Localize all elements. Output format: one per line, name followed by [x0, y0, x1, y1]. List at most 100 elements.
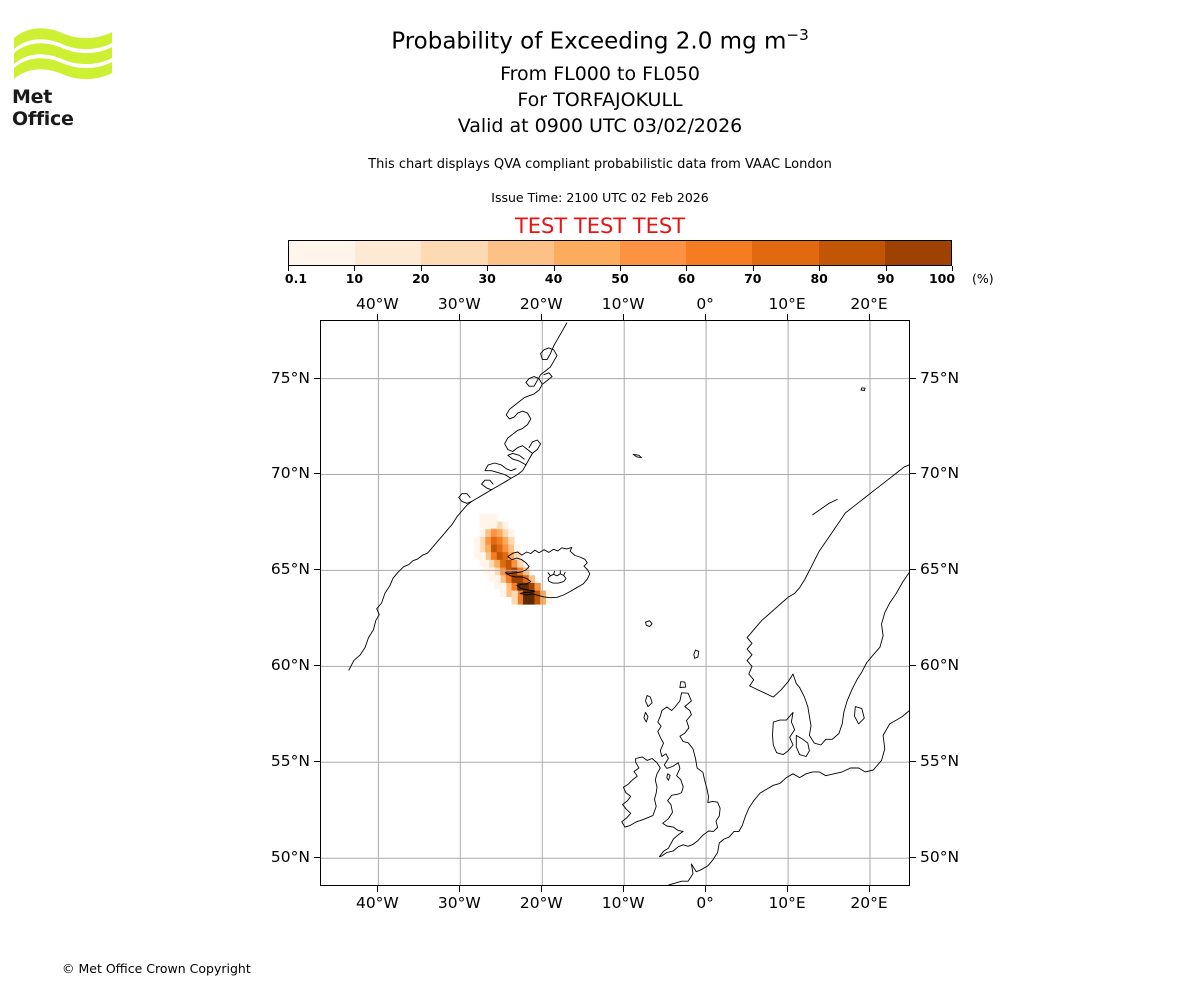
coastline — [772, 711, 796, 756]
map-panel — [320, 320, 910, 886]
colorbar-tick-label: 20 — [412, 271, 430, 286]
ash-probability-cell — [491, 513, 498, 528]
longitude-tick-label: 10°W — [601, 295, 645, 313]
volcano-line: For TORFAJOKULL — [517, 89, 683, 111]
colorbar-tick-label: 60 — [677, 271, 696, 286]
latitude-tick-label: 65°N — [270, 560, 310, 579]
axis-tick — [377, 314, 379, 320]
ash-probability-cell — [505, 575, 513, 590]
ash-probability-cell — [517, 590, 524, 605]
ash-probability-layer — [473, 513, 553, 605]
coastline — [507, 452, 527, 466]
ash-probability-cell — [500, 582, 507, 597]
ash-probability-cell — [500, 575, 507, 590]
axis-tick — [314, 761, 320, 763]
ash-probability-cell — [482, 559, 490, 574]
coastline — [795, 734, 810, 757]
axis-tick — [314, 665, 320, 667]
ash-probability-cell — [479, 513, 486, 528]
ash-probability-cell — [491, 544, 498, 559]
longitude-tick-label: 0° — [696, 894, 714, 912]
coastline — [812, 498, 838, 516]
colorbar-unit-label: (%) — [972, 271, 994, 286]
longitude-tick-label: 10°E — [768, 894, 806, 912]
ash-probability-cell — [494, 567, 501, 582]
axis-tick — [314, 569, 320, 571]
colorbar-tick — [487, 266, 489, 271]
ash-probability-cell — [522, 590, 530, 605]
colorbar-tick — [354, 266, 356, 271]
latitude-tick-label: 60°N — [270, 656, 310, 675]
colorbar-tick — [819, 266, 821, 271]
longitude-tick-label: 10°E — [768, 295, 806, 313]
colorbar-tick-label: 100 — [928, 271, 956, 286]
colorbar-tick-label: 40 — [544, 271, 563, 286]
coastline-layer — [348, 322, 909, 885]
longitude-tick-label: 30°W — [437, 894, 481, 912]
ash-probability-cell — [513, 552, 521, 567]
coastline — [632, 453, 642, 459]
ash-probability-cell — [522, 567, 530, 582]
page-title: Probability of Exceeding 2.0 mg m−3 — [0, 26, 1200, 55]
longitude-tick-label: 20°E — [850, 295, 888, 313]
latitude-tick-label: 70°N — [920, 464, 960, 483]
ash-probability-cell — [517, 575, 524, 590]
colorbar-tick-label: 80 — [810, 271, 828, 286]
ash-probability-cell — [485, 544, 492, 559]
longitude-tick-label: 20°W — [519, 894, 563, 912]
met-office-waves-icon — [14, 28, 112, 80]
axis-tick — [705, 314, 707, 320]
coastline — [854, 706, 865, 725]
colorbar-tick-label: 70 — [744, 271, 762, 286]
ash-probability-cell — [488, 559, 495, 574]
colorbar-tick — [620, 266, 621, 271]
met-office-wordmark: Met Office — [12, 86, 74, 130]
coastline — [693, 649, 700, 659]
axis-tick — [314, 473, 320, 475]
colorbar-tick — [288, 266, 289, 271]
colorbar-segment — [686, 241, 753, 265]
ash-probability-cell — [479, 552, 486, 567]
axis-tick — [623, 314, 625, 320]
coastline — [667, 830, 740, 885]
ash-probability-cell — [540, 590, 547, 605]
ash-probability-cell — [534, 590, 541, 605]
latitude-tick-label: 55°N — [270, 752, 310, 771]
colorbar-segment — [620, 241, 687, 265]
colorbar-gradient — [288, 240, 952, 266]
ash-probability-cell — [479, 536, 486, 551]
ash-probability-cell — [505, 582, 513, 597]
chart-subtitle: This chart displays QVA compliant probab… — [368, 157, 832, 172]
axis-tick — [705, 886, 707, 892]
axis-tick — [377, 886, 379, 892]
ash-probability-cell — [502, 544, 509, 559]
ash-probability-cell — [508, 536, 515, 551]
coastline — [563, 571, 566, 576]
axis-tick — [541, 886, 543, 892]
ash-probability-cell — [517, 559, 524, 574]
colorbar-segment — [818, 241, 885, 265]
ash-probability-cell — [494, 559, 501, 574]
axis-tick — [910, 665, 916, 667]
longitude-tick-label: 10°W — [601, 894, 645, 912]
axis-tick — [459, 314, 461, 320]
ash-probability-cell — [502, 536, 509, 551]
ash-probability-cell — [473, 544, 481, 559]
coastline — [547, 573, 567, 584]
colorbar-ticks: 0.1 10 20 30 40 50 60 70 80 90 100 — [284, 266, 956, 286]
valid-time-line: Valid at 0900 UTC 03/02/2026 — [457, 115, 743, 137]
ash-probability-cell — [511, 559, 518, 574]
latitude-tick-label: 75°N — [920, 368, 960, 387]
coastline — [547, 572, 551, 577]
test-banner: TEST TEST TEST — [514, 214, 686, 238]
ash-probability-cell — [491, 521, 498, 536]
axis-tick — [910, 569, 916, 571]
colorbar-segment — [355, 241, 422, 265]
ash-probability-cell — [511, 582, 518, 597]
ash-probability-cell — [496, 552, 504, 567]
ash-probability-cell — [491, 536, 498, 551]
colorbar-tick-label: 0.1 — [284, 271, 308, 286]
colorbar-tick — [553, 266, 555, 271]
axis-tick — [910, 377, 916, 379]
